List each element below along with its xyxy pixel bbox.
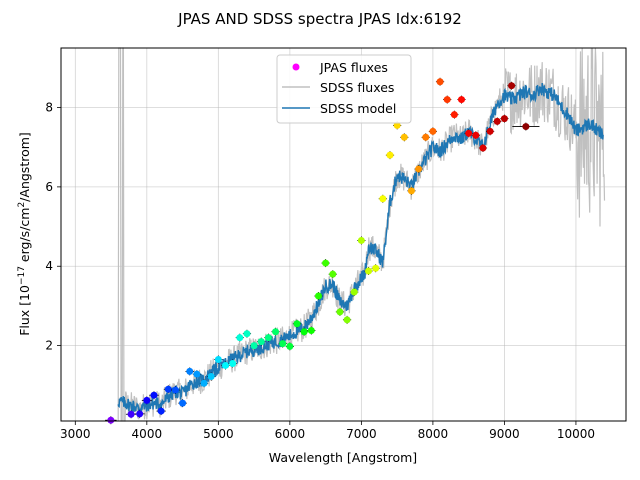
jpas-point: [157, 407, 165, 415]
jpas-point: [164, 385, 172, 393]
y-tick-label: 4: [45, 259, 53, 273]
jpas-point: [127, 410, 135, 418]
y-tick-label: 2: [45, 339, 53, 353]
jpas-point: [443, 96, 451, 104]
sdss-model-series: [117, 82, 604, 414]
jpas-point: [386, 151, 394, 159]
jpas-point: [429, 127, 437, 135]
jpas-point: [379, 195, 387, 203]
jpas-point: [493, 117, 501, 125]
x-tick-label: 6000: [275, 427, 306, 441]
jpas-point: [372, 264, 380, 272]
jpas-point: [329, 270, 337, 278]
y-tick-label: 8: [45, 101, 53, 115]
x-tick-label: 4000: [132, 427, 163, 441]
legend-label-sdss-model: SDSS model: [320, 101, 396, 116]
x-tick-label: 8000: [418, 427, 449, 441]
jpas-point: [365, 267, 373, 275]
legend-marker-jpas: [292, 63, 300, 71]
legend-box: [276, 54, 412, 124]
plot-frame: [60, 47, 627, 422]
jpas-point: [400, 133, 408, 141]
jpas-point: [257, 338, 265, 346]
legend-label-jpas: JPAS fluxes: [319, 60, 388, 75]
jpas-point: [357, 236, 365, 244]
jpas-point: [229, 359, 237, 367]
jpas-point: [508, 82, 516, 90]
jpas-point: [286, 342, 294, 350]
jpas-point: [415, 165, 423, 173]
jpas-point: [107, 416, 115, 424]
jpas-point: [221, 361, 229, 369]
sdss-model-line: [117, 82, 604, 414]
jpas-point: [214, 355, 222, 363]
jpas-point: [336, 308, 344, 316]
x-tick-label: 7000: [346, 427, 377, 441]
jpas-point: [407, 187, 415, 195]
jpas-point: [243, 330, 251, 338]
jpas-point: [314, 292, 322, 300]
jpas-point: [393, 121, 401, 129]
jpas-point: [522, 123, 530, 131]
jpas-point: [465, 129, 473, 137]
jpas-point: [193, 370, 201, 378]
jpas-point: [171, 386, 179, 394]
jpas-point: [200, 379, 208, 387]
x-tick-label: 9000: [489, 427, 520, 441]
jpas-point: [179, 399, 187, 407]
grid-lines: [61, 48, 626, 421]
jpas-point: [264, 334, 272, 342]
jpas-point: [322, 259, 330, 267]
jpas-point: [450, 111, 458, 119]
jpas-point: [143, 396, 151, 404]
jpas-point: [436, 78, 444, 86]
jpas-point: [422, 133, 430, 141]
legend-label-sdss-fluxes: SDSS fluxes: [320, 80, 394, 95]
jpas-point: [136, 410, 144, 418]
y-tick-label: 6: [45, 180, 53, 194]
jpas-point: [293, 320, 301, 328]
jpas-point: [207, 373, 215, 381]
jpas-point: [486, 127, 494, 135]
x-axis-label: Wavelength [Angstrom]: [269, 450, 417, 465]
jpas-point: [307, 327, 315, 335]
x-tick-label: 3000: [60, 427, 91, 441]
jpas-point: [350, 288, 358, 296]
jpas-point: [343, 316, 351, 324]
axis-ticks: 3000 4000 5000 6000 7000 8000 9000 10000 2 4 6 8: [45, 101, 595, 441]
jpas-point: [458, 96, 466, 104]
jpas-point: [500, 115, 508, 123]
jpas-point: [279, 340, 287, 348]
jpas-point: [472, 131, 480, 139]
jpas-point: [236, 334, 244, 342]
jpas-flux-series: [105, 77, 540, 425]
jpas-point: [186, 367, 194, 375]
jpas-point: [300, 328, 308, 336]
chart-title: JPAS AND SDSS spectra JPAS Idx:6192: [177, 10, 462, 28]
x-tick-label: 5000: [203, 427, 234, 441]
jpas-point: [150, 391, 158, 399]
jpas-point: [250, 342, 258, 350]
x-tick-label: 10000: [557, 427, 595, 441]
legend: JPAS fluxes SDSS fluxes SDSS model: [276, 54, 412, 124]
y-axis-label: Flux [10−17 erg/s/cm2/Angstrom]: [17, 132, 32, 336]
jpas-point: [479, 144, 487, 152]
jpas-point: [272, 328, 280, 336]
